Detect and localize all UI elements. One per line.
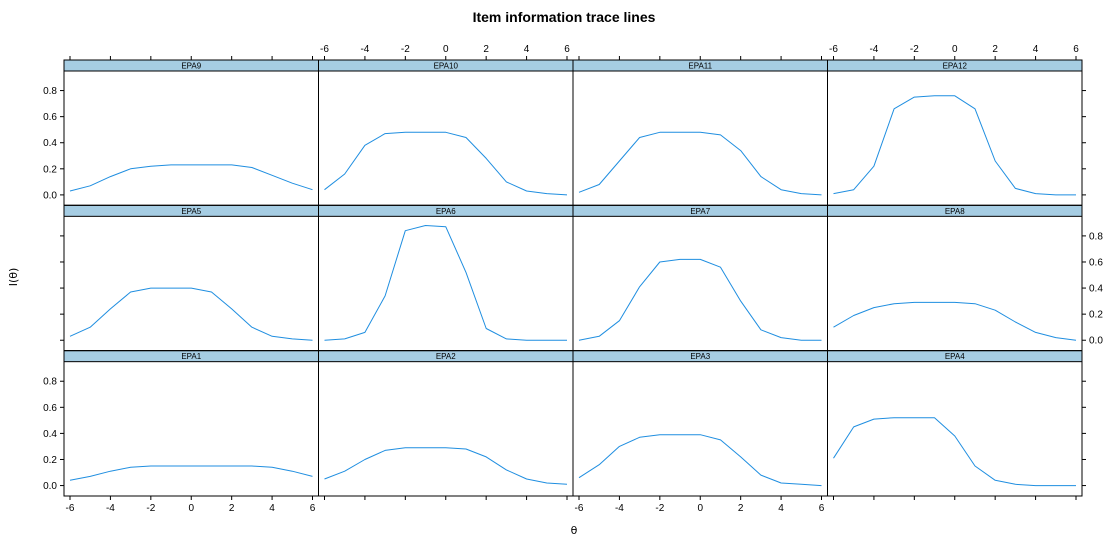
panel-epa4: EPA4: [827, 350, 1083, 497]
x-tick-label: 2: [738, 503, 744, 514]
y-tick-label: 0.6: [1089, 257, 1103, 268]
trace-line-epa9: [69, 164, 313, 192]
x-tick-label: 6: [310, 503, 316, 514]
panel-frame: [827, 59, 1083, 206]
x-tick-label: 0: [443, 44, 449, 55]
y-tick-label: 0.2: [1089, 310, 1103, 321]
trace-line-epa4: [833, 417, 1076, 487]
x-tick-label: -2: [401, 44, 410, 55]
strip-label: EPA2: [436, 352, 456, 361]
strip-label: EPA1: [181, 352, 201, 361]
panel-frame: [827, 204, 1083, 352]
y-tick-label: 0.6: [43, 112, 57, 123]
trace-line-epa5: [69, 287, 313, 341]
strip-label: EPA8: [945, 207, 965, 216]
x-tick-label: 4: [269, 503, 275, 514]
strip-label: EPA4: [945, 352, 965, 361]
y-tick-label: 0.2: [43, 164, 57, 175]
strip-label: EPA11: [688, 62, 712, 71]
trace-line-epa6: [324, 225, 567, 341]
x-tick-label: -4: [615, 503, 624, 514]
trace-line-epa12: [833, 95, 1076, 196]
trace-line-epa10: [324, 131, 568, 196]
panel-epa9: EPA9: [63, 59, 319, 206]
x-tick-label: -2: [146, 503, 155, 514]
panel-frame: [318, 350, 574, 497]
strip-label: EPA6: [436, 207, 456, 216]
y-tick-label: 0.6: [43, 403, 57, 414]
x-tick-label: 6: [819, 503, 825, 514]
trace-line-epa3: [578, 434, 822, 487]
x-tick-label: 2: [483, 44, 489, 55]
x-tick-label: 4: [524, 44, 530, 55]
y-tick-label: 0.0: [43, 190, 57, 201]
x-tick-label: 6: [1073, 44, 1079, 55]
x-tick-label: 0: [188, 503, 194, 514]
y-tick-label: 0.8: [43, 377, 57, 388]
y-tick-label: 0.4: [43, 138, 57, 149]
x-tick-label: -6: [66, 503, 75, 514]
y-tick-label: 0.4: [43, 429, 57, 440]
panel-frame: [827, 350, 1083, 497]
x-tick-label: 4: [778, 503, 784, 514]
strip-label: EPA5: [181, 207, 201, 216]
x-tick-label: -6: [829, 44, 838, 55]
x-tick-label: 0: [952, 44, 958, 55]
trace-line-epa8: [833, 301, 1077, 341]
panel-epa5: EPA5: [63, 204, 319, 352]
y-tick-label: 0.0: [43, 481, 57, 492]
strip-label: EPA9: [181, 62, 201, 71]
panel-epa8: EPA8: [827, 204, 1083, 352]
trace-line-epa7: [578, 258, 822, 341]
y-tick-label: 0.8: [43, 86, 57, 97]
y-tick-label: 0.0: [1089, 336, 1103, 347]
x-tick-label: 0: [697, 503, 703, 514]
panel-epa12: EPA12: [827, 59, 1083, 206]
y-tick-label: 0.8: [1089, 231, 1103, 242]
strip-label: EPA7: [690, 207, 710, 216]
y-axis-label: I(θ): [7, 268, 20, 287]
panels: EPA9 EPA10 EPA11 EPA12 EPA5 EPA6 EPA7 EPA8 EPA1 E…: [63, 59, 1083, 497]
panel-epa3: EPA3: [572, 350, 828, 497]
panel-epa6: EPA6: [318, 204, 574, 352]
panel-epa10: EPA10: [318, 59, 574, 206]
panel-frame: [63, 59, 319, 206]
x-tick-label: -4: [360, 44, 369, 55]
panel-frame: [572, 350, 828, 497]
x-axis-label: θ: [571, 524, 578, 536]
panel-epa7: EPA7: [572, 204, 828, 352]
trace-line-epa2: [324, 447, 568, 485]
x-tick-label: 4: [1033, 44, 1039, 55]
trace-line-epa11: [578, 131, 822, 196]
axes: -6 -4 -2 0 2 4 6 -6 -4 -2 0 2 4 6 -6 -4 -2 0 2 4 6 -6 -4 -2 0 2 4 6…: [43, 44, 1103, 514]
trace-line-epa1: [69, 465, 313, 481]
chart-title: Item information trace lines: [473, 9, 656, 25]
strip-label: EPA10: [434, 62, 459, 71]
y-tick-label: 0.4: [1089, 284, 1103, 295]
x-tick-label: -4: [869, 44, 878, 55]
panel-frame: [63, 204, 319, 352]
x-tick-label: 2: [992, 44, 998, 55]
x-tick-label: -2: [655, 503, 664, 514]
x-tick-label: -6: [320, 44, 329, 55]
x-tick-label: -4: [106, 503, 115, 514]
strip-label: EPA3: [690, 352, 710, 361]
panel-epa1: EPA1: [63, 350, 319, 497]
x-tick-label: 2: [229, 503, 235, 514]
x-tick-label: -6: [575, 503, 584, 514]
y-tick-label: 0.2: [43, 455, 57, 466]
x-tick-label: 6: [564, 44, 570, 55]
panel-epa11: EPA11: [572, 59, 828, 206]
strip-label: EPA12: [943, 62, 968, 71]
panel-frame: [63, 350, 319, 497]
panel-frame: [572, 204, 828, 352]
x-tick-label: -2: [910, 44, 919, 55]
panel-epa2: EPA2: [318, 350, 574, 497]
